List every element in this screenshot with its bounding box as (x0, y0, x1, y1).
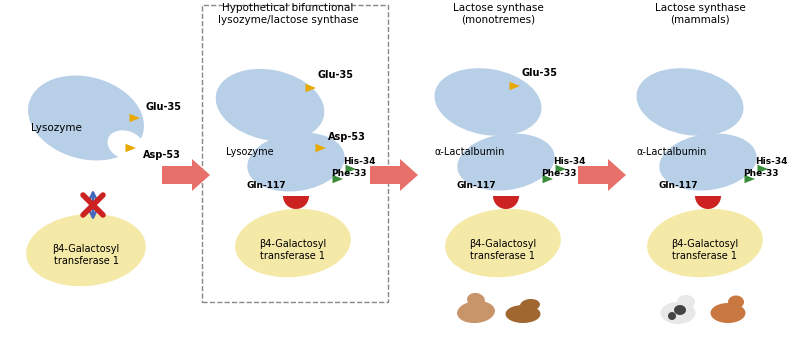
Ellipse shape (457, 133, 555, 191)
Ellipse shape (637, 68, 744, 136)
Text: Lactose synthase
(monotremes): Lactose synthase (monotremes) (452, 3, 543, 25)
Ellipse shape (668, 312, 676, 320)
Polygon shape (370, 159, 418, 191)
Text: α-Lactalbumin: α-Lactalbumin (435, 147, 505, 157)
Polygon shape (129, 114, 140, 122)
Text: Asp-53: Asp-53 (143, 150, 181, 160)
Polygon shape (555, 165, 566, 173)
Polygon shape (345, 165, 356, 173)
Text: Phe-33: Phe-33 (743, 169, 778, 178)
Polygon shape (757, 165, 768, 173)
Polygon shape (332, 175, 343, 183)
Polygon shape (578, 159, 626, 191)
Polygon shape (543, 175, 553, 183)
Ellipse shape (647, 209, 763, 277)
Ellipse shape (445, 209, 561, 277)
Text: Lysozyme: Lysozyme (226, 147, 274, 157)
Text: His-34: His-34 (343, 158, 376, 166)
Polygon shape (316, 144, 326, 152)
Ellipse shape (506, 305, 540, 323)
Polygon shape (305, 84, 316, 92)
Ellipse shape (26, 214, 146, 286)
Ellipse shape (674, 305, 686, 315)
Ellipse shape (28, 76, 144, 160)
Ellipse shape (108, 130, 145, 160)
Ellipse shape (235, 209, 351, 277)
Ellipse shape (661, 302, 695, 324)
Ellipse shape (248, 132, 344, 192)
Polygon shape (745, 175, 755, 183)
Text: β4-Galactosyl
transferase 1: β4-Galactosyl transferase 1 (53, 244, 120, 266)
Ellipse shape (216, 69, 324, 141)
Ellipse shape (435, 68, 542, 136)
Text: His-34: His-34 (553, 158, 586, 166)
Text: β4-Galactosyl
transferase 1: β4-Galactosyl transferase 1 (469, 239, 537, 261)
Text: β4-Galactosyl
transferase 1: β4-Galactosyl transferase 1 (671, 239, 738, 261)
Ellipse shape (659, 133, 757, 191)
Wedge shape (283, 196, 309, 209)
Ellipse shape (457, 301, 495, 323)
Text: Gln-117: Gln-117 (456, 181, 496, 190)
Wedge shape (493, 196, 519, 209)
Text: Glu-35: Glu-35 (522, 68, 558, 78)
Text: Phe-33: Phe-33 (331, 169, 367, 178)
Ellipse shape (520, 299, 540, 311)
Ellipse shape (710, 303, 745, 323)
Text: Glu-35: Glu-35 (146, 102, 182, 112)
Text: Phe-33: Phe-33 (541, 169, 577, 178)
Text: Gln-117: Gln-117 (658, 181, 698, 190)
Ellipse shape (467, 293, 485, 307)
Text: Hypothetical bifunctional
lysozyme/lactose synthase: Hypothetical bifunctional lysozyme/lacto… (217, 3, 358, 25)
Polygon shape (125, 144, 136, 152)
Polygon shape (510, 82, 520, 90)
Text: β4-Galactosyl
transferase 1: β4-Galactosyl transferase 1 (260, 239, 327, 261)
Ellipse shape (728, 295, 744, 309)
Text: His-34: His-34 (755, 158, 788, 166)
Text: α-Lactalbumin: α-Lactalbumin (637, 147, 707, 157)
Text: Asp-53: Asp-53 (328, 132, 366, 142)
Text: Gln-117: Gln-117 (246, 181, 286, 190)
Wedge shape (695, 196, 721, 209)
Polygon shape (162, 159, 210, 191)
Text: Lysozyme: Lysozyme (30, 123, 81, 133)
Text: Glu-35: Glu-35 (318, 70, 354, 80)
Text: Lactose synthase
(mammals): Lactose synthase (mammals) (654, 3, 745, 25)
Ellipse shape (677, 295, 695, 309)
